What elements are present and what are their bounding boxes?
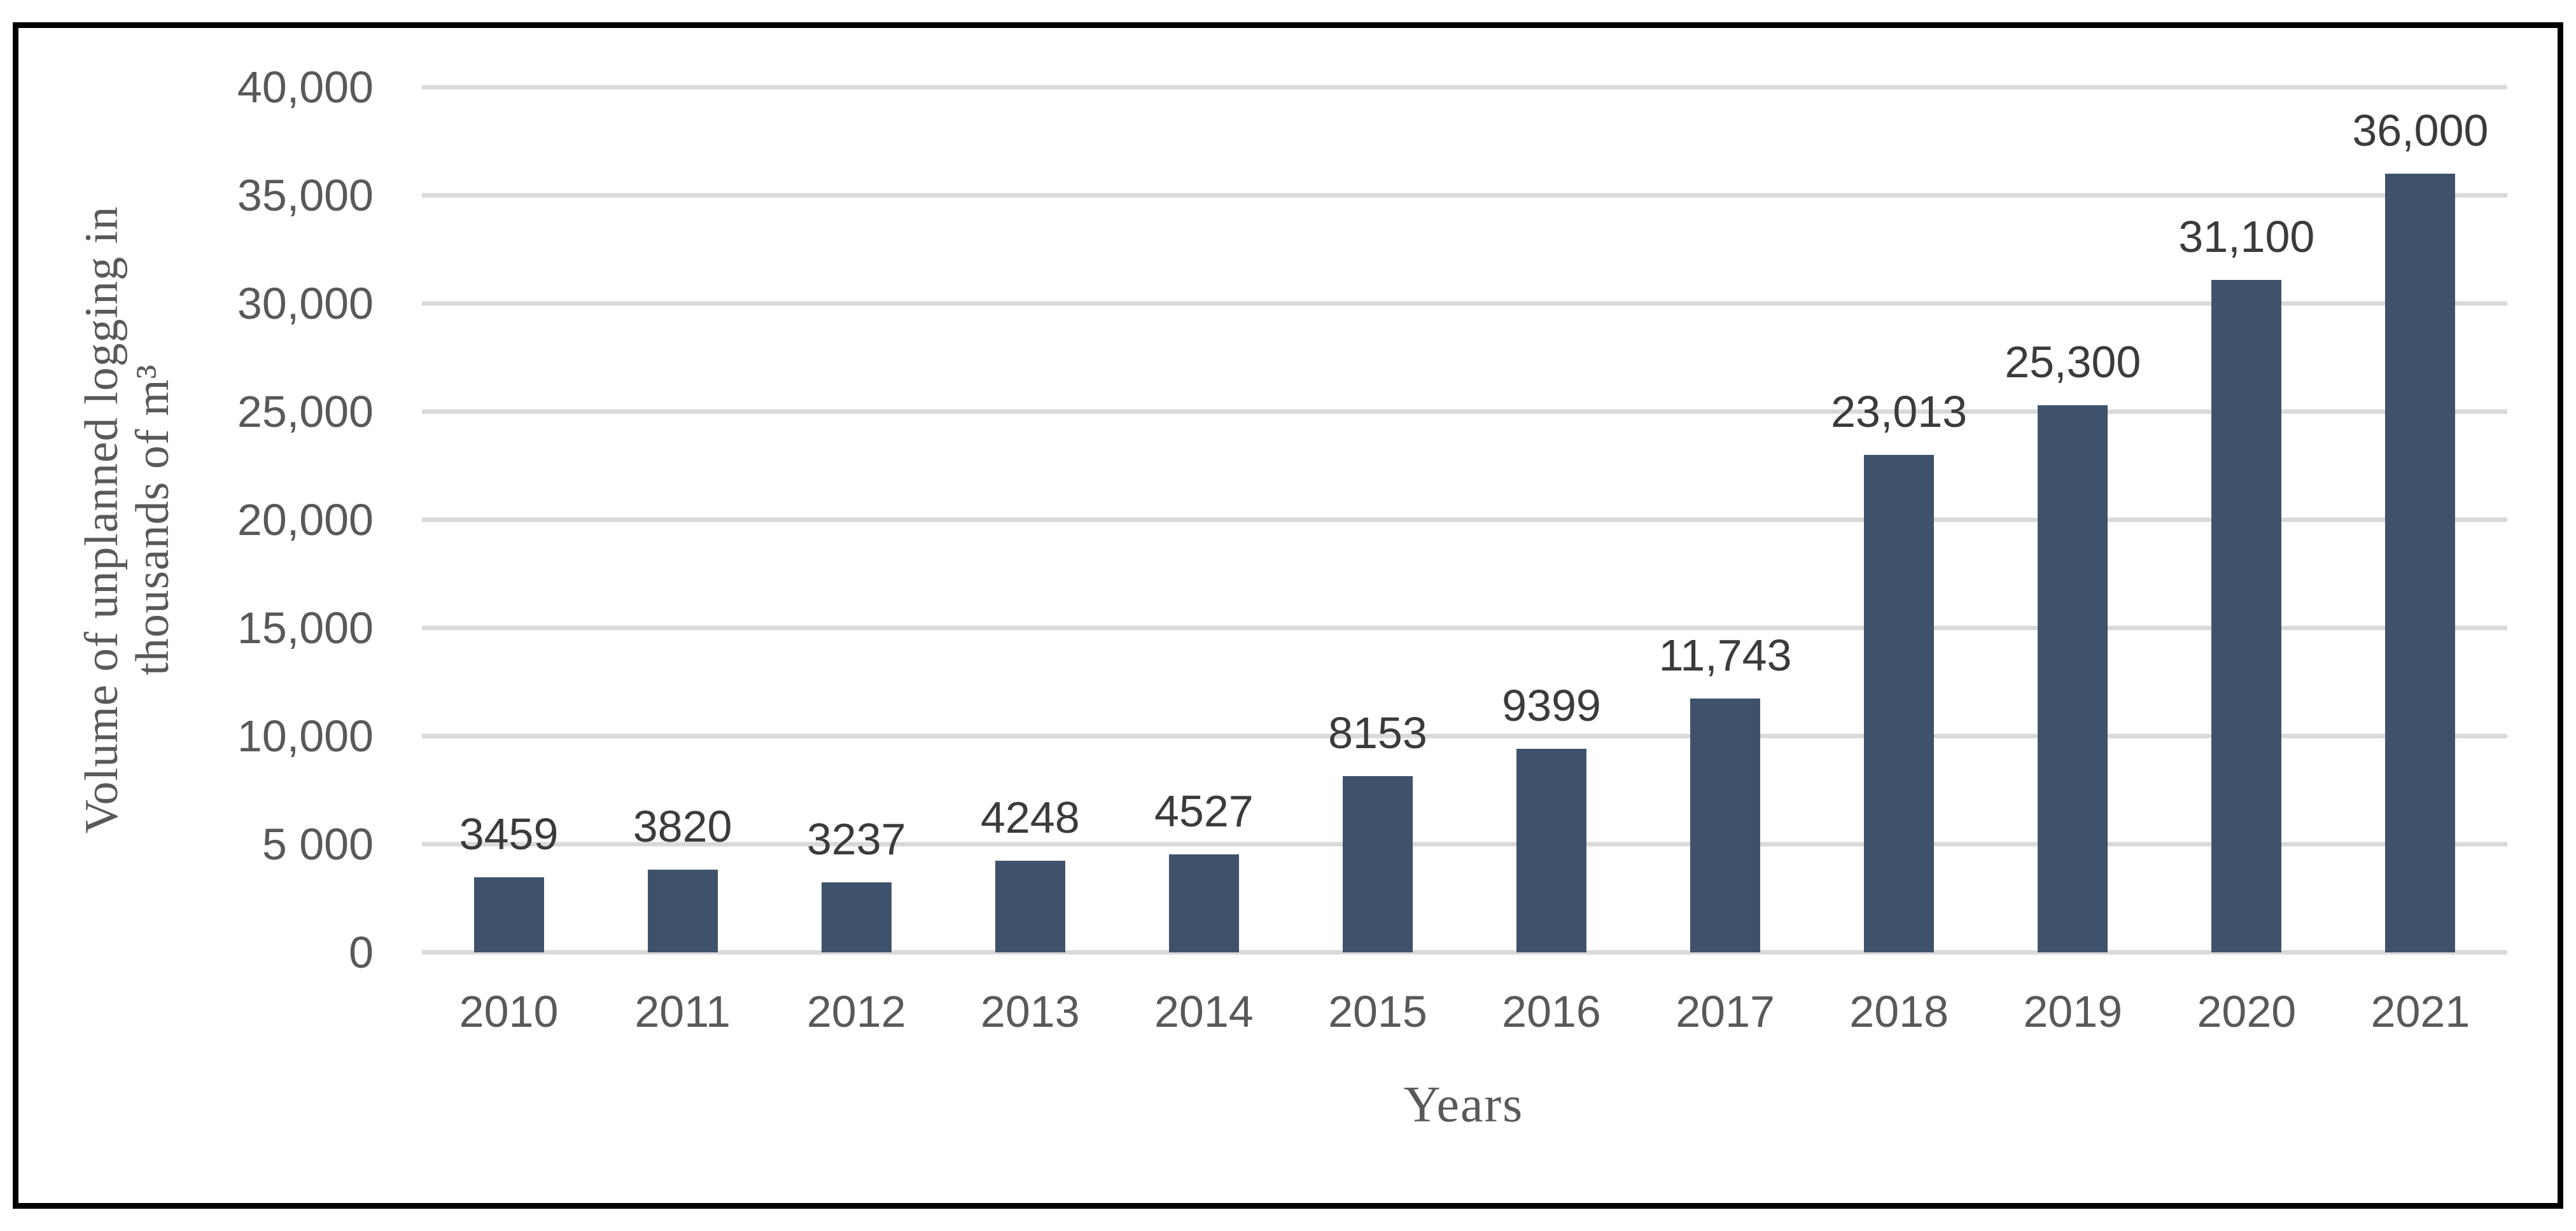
x-tick-label: 2013 xyxy=(980,987,1080,1036)
gridline xyxy=(422,517,2507,522)
y-tick-label: 30,000 xyxy=(237,279,374,328)
bar xyxy=(1864,454,1935,952)
bar xyxy=(2038,405,2108,952)
bar-value-label: 36,000 xyxy=(2352,106,2489,155)
plot-area: 3459 3820 3237 4248 4527 8153 9399 11,743 23,013… xyxy=(422,85,2507,955)
y-tick-label: 40,000 xyxy=(237,62,374,112)
bar-value-label: 4527 xyxy=(1154,786,1254,837)
y-tick-label: 35,000 xyxy=(237,170,374,220)
y-tick-label: 5 000 xyxy=(262,819,374,869)
x-tick-label: 2012 xyxy=(806,987,906,1036)
bar-value-label: 3820 xyxy=(633,802,732,852)
bar xyxy=(1516,749,1586,952)
bar-slot: 31,100 xyxy=(2160,87,2334,952)
bar-value-label: 8153 xyxy=(1328,707,1427,758)
gridline xyxy=(422,193,2507,198)
gridline xyxy=(422,409,2507,414)
y-tick-label: 10,000 xyxy=(237,711,374,761)
x-tick-label: 2015 xyxy=(1328,987,1427,1036)
bar-slot: 9399 xyxy=(1464,87,1638,952)
gridline xyxy=(422,301,2507,306)
bar-slot: 3237 xyxy=(769,87,943,952)
bar xyxy=(1342,775,1413,952)
gridline xyxy=(422,85,2507,90)
bar-value-label: 9399 xyxy=(1502,681,1601,731)
bar-slot: 3820 xyxy=(596,87,769,952)
bar-slot: 11,743 xyxy=(1639,87,1812,952)
gridline xyxy=(422,842,2507,847)
bar xyxy=(1690,698,1761,952)
bar-slot: 3459 xyxy=(422,87,596,952)
bar-value-label: 23,013 xyxy=(1831,386,1968,436)
bar xyxy=(995,860,1065,952)
y-axis-tick-labels: 40,000 35,000 30,000 25,000 20,000 15,000 10,0… xyxy=(95,62,375,977)
bar-slot: 25,300 xyxy=(1986,87,2160,952)
x-tick-label: 2020 xyxy=(2197,987,2297,1036)
bar xyxy=(473,877,544,952)
bars-row: 3459 3820 3237 4248 4527 8153 9399 11,743 23,013… xyxy=(422,87,2507,952)
bar xyxy=(821,882,892,952)
bar-slot: 4248 xyxy=(943,87,1117,952)
gridline xyxy=(422,734,2507,739)
bar-slot: 8153 xyxy=(1291,87,1464,952)
x-tick-label: 2018 xyxy=(1849,987,1949,1036)
bar xyxy=(1168,854,1239,952)
x-tick-label: 2011 xyxy=(634,987,731,1036)
bar xyxy=(2385,174,2456,952)
x-tick-label: 2016 xyxy=(1502,987,1601,1036)
bar-value-label: 3459 xyxy=(459,809,559,859)
bar-slot: 23,013 xyxy=(1812,87,1986,952)
bar xyxy=(2211,279,2282,952)
x-axis-tick-labels: 2010 2011 2012 2013 2014 2015 2016 2017 2018 2019… xyxy=(422,985,2507,1038)
chart-border xyxy=(13,22,2563,1209)
bar-value-label: 4248 xyxy=(980,792,1080,842)
x-tick-label: 2017 xyxy=(1676,987,1775,1036)
bar-value-label: 3237 xyxy=(806,814,906,864)
y-tick-label: 25,000 xyxy=(237,387,374,436)
bar xyxy=(647,870,718,952)
x-tick-label: 2021 xyxy=(2370,987,2470,1036)
bar-value-label: 25,300 xyxy=(2005,337,2141,387)
x-tick-label: 2010 xyxy=(459,987,559,1036)
gridline xyxy=(422,625,2507,630)
x-axis-title: Years xyxy=(1403,1076,1524,1133)
bar-slot: 36,000 xyxy=(2334,87,2507,952)
bar-value-label: 31,100 xyxy=(2178,211,2315,261)
bar-slot: 4527 xyxy=(1117,87,1291,952)
y-tick-label: 15,000 xyxy=(237,603,374,653)
y-tick-label: 0 xyxy=(349,928,374,977)
bar-value-label: 11,743 xyxy=(1658,630,1792,680)
x-tick-label: 2014 xyxy=(1154,987,1254,1036)
y-tick-label: 20,000 xyxy=(237,495,374,545)
x-tick-label: 2019 xyxy=(2023,987,2123,1036)
gridline xyxy=(422,950,2507,955)
